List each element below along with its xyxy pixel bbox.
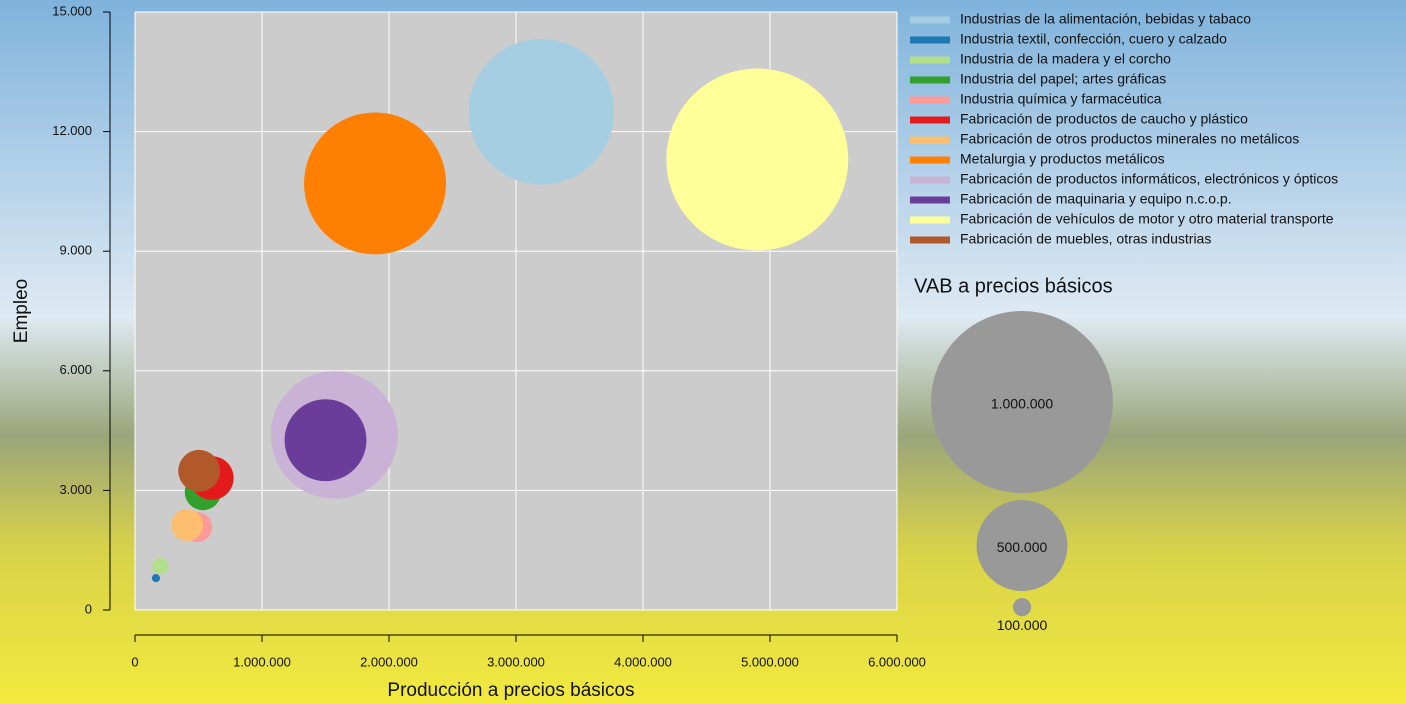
legend-label: Fabricación de maquinaria y equipo n.c.o…: [960, 191, 1232, 207]
legend-label: Industrias de la alimentación, bebidas y…: [960, 11, 1251, 27]
size-legend-label: 500.000: [997, 539, 1048, 555]
x-axis-label: Producción a precios básicos: [387, 680, 634, 701]
legend-label: Fabricación de otros productos minerales…: [960, 131, 1299, 147]
bubble: [171, 509, 203, 542]
bubble: [284, 399, 367, 482]
legend-label: Industria de la madera y el corcho: [960, 51, 1171, 67]
legend-label: Fabricación de muebles, otras industrias: [960, 231, 1211, 247]
legend-label: Fabricación de productos de caucho y plá…: [960, 111, 1248, 127]
y-tick-label: 3.000: [59, 482, 92, 497]
bubble: [152, 557, 169, 575]
legend-label: Industria del papel; artes gráficas: [960, 71, 1166, 87]
x-tick-label: 0: [131, 654, 138, 669]
x-tick-label: 4.000.000: [614, 654, 672, 669]
x-tick-label: 1.000.000: [233, 654, 291, 669]
size-legend-title: VAB a precios básicos: [914, 275, 1113, 297]
legend-label: Industria química y farmacéutica: [960, 91, 1162, 107]
x-tick-label: 5.000.000: [741, 654, 799, 669]
legend-label: Industria textil, confección, cuero y ca…: [960, 31, 1227, 47]
size-legend-circle: [931, 311, 1113, 493]
bubble: [178, 449, 221, 492]
size-legend-label: 100.000: [997, 617, 1048, 633]
x-tick-label: 6.000.000: [868, 654, 926, 669]
legend-label: Fabricación de vehículos de motor y otro…: [960, 211, 1334, 227]
size-legend-circle: [976, 500, 1068, 591]
y-axis-label: Empleo: [11, 279, 32, 343]
size-legend-label: 1.000.000: [991, 396, 1053, 412]
bubble: [151, 574, 161, 583]
bubble: [468, 38, 615, 185]
size-legend-circle: [1012, 598, 1032, 617]
y-tick-label: 15.000: [52, 3, 92, 18]
y-tick-label: 0: [85, 601, 92, 616]
bubble: [304, 112, 447, 255]
y-tick-label: 6.000: [59, 362, 92, 377]
y-tick-label: 9.000: [59, 243, 92, 258]
x-tick-label: 2.000.000: [360, 654, 418, 669]
x-tick-label: 3.000.000: [487, 654, 545, 669]
y-tick-label: 12.000: [52, 123, 92, 138]
bubble: [666, 68, 849, 251]
legend-label: Fabricación de productos informáticos, e…: [960, 171, 1338, 187]
legend-label: Metalurgia y productos metálicos: [960, 151, 1165, 167]
